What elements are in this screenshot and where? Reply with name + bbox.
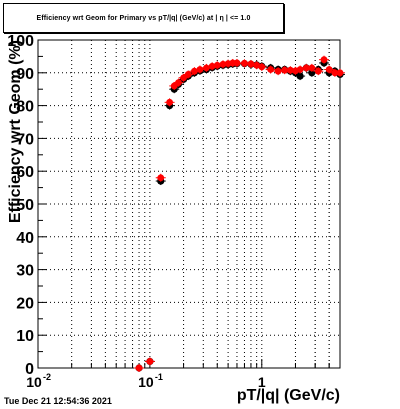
data-point: [336, 69, 344, 77]
plot-area: [38, 40, 340, 368]
y-tick-label: 80: [16, 99, 34, 116]
x-tick-label-1e-1-base: 10: [138, 374, 154, 390]
data-point: [302, 64, 310, 72]
data-series: [134, 55, 345, 372]
y-tick-label: 70: [16, 131, 34, 148]
x-tick-label-1: 1: [258, 374, 266, 390]
data-point: [296, 66, 304, 73]
y-tick-label: 50: [16, 197, 34, 214]
data-point: [213, 61, 221, 69]
data-point: [247, 60, 255, 68]
data-point: [135, 364, 143, 372]
y-tick-label: 20: [16, 295, 34, 312]
data-point: [314, 67, 322, 75]
y-tick-label: 30: [16, 263, 34, 280]
data-point: [258, 63, 266, 71]
y-tick-label: 60: [16, 164, 34, 181]
x-axis-title: pT/|q| (GeV/c): [237, 387, 340, 404]
y-tick-label: 0: [25, 361, 34, 378]
y-axis-title: Efficiency wrt Geom (%): [7, 40, 24, 223]
data-point: [219, 60, 227, 68]
grid-lines: [38, 40, 340, 368]
data-point: [267, 66, 275, 73]
data-point: [241, 59, 248, 67]
plot-frame: [37, 39, 341, 369]
data-point: [146, 358, 154, 365]
data-point: [157, 174, 165, 182]
y-tick-label: 100: [7, 33, 34, 50]
data-point: [281, 66, 289, 74]
data-point: [175, 79, 182, 87]
axes: [37, 39, 341, 369]
data-point: [166, 98, 173, 106]
x-tick-label-1e-1-exponent: -1: [155, 372, 163, 382]
data-point: [296, 72, 304, 80]
y-tick-label: 40: [16, 230, 34, 247]
data-point: [203, 64, 210, 72]
chart-title-box: Efficiency wrt Geom for Primary vs pT/|q…: [3, 3, 284, 33]
data-point: [331, 69, 339, 77]
data-point: [325, 66, 333, 73]
y-tick-label: 90: [16, 66, 34, 83]
data-point: [320, 56, 328, 64]
timestamp: Tue Dec 21 12:54:36 2021: [4, 396, 112, 406]
chart-title: Efficiency wrt Geom for Primary vs pT/|q…: [36, 14, 251, 22]
data-point: [274, 67, 282, 75]
data-point: [308, 64, 316, 72]
data-point: [286, 66, 294, 74]
data-point: [233, 59, 241, 67]
x-tick-label-1e-2-base: 10: [26, 374, 42, 390]
x-tick-label-1e-2-exponent: -2: [43, 372, 51, 382]
data-point: [196, 66, 204, 73]
data-point: [184, 71, 192, 78]
y-tick-label: 10: [16, 328, 34, 345]
data-point: [208, 62, 216, 70]
